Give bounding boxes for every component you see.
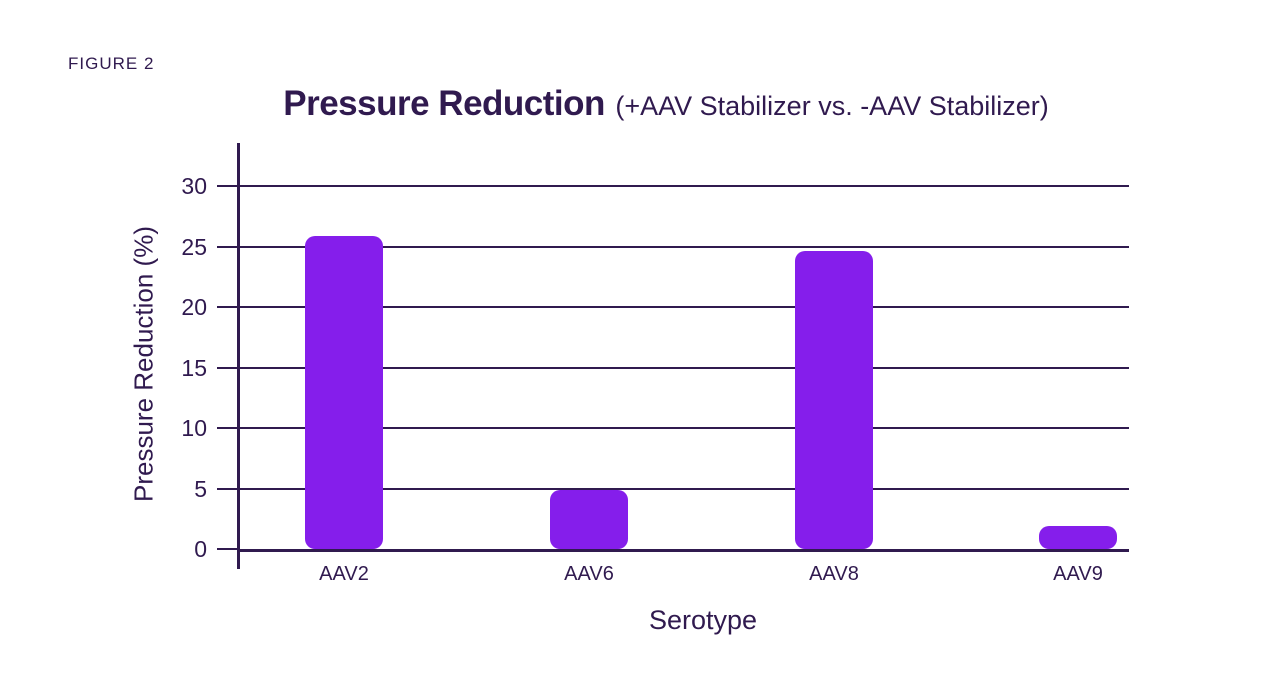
gridline-20: [237, 306, 1129, 308]
chart-title-main: Pressure Reduction: [283, 84, 605, 123]
y-tick-30: [217, 185, 240, 187]
y-tick-label-10: 10: [181, 415, 207, 441]
y-tick-10: [217, 427, 240, 429]
bar-aav8: [795, 251, 873, 549]
x-tick-label-aav6: AAV6: [564, 563, 614, 585]
x-tick-label-aav2: AAV2: [319, 563, 369, 585]
x-axis-title: Serotype: [648, 605, 758, 635]
y-tick-label-20: 20: [181, 294, 207, 320]
figure-label: FIGURE 2: [68, 54, 155, 73]
y-tick-label-30: 30: [181, 173, 207, 199]
y-tick-label-5: 5: [194, 475, 207, 502]
y-tick-label-0: 0: [194, 536, 207, 562]
gridline-15: [237, 366, 1129, 369]
gridline-10: [237, 427, 1129, 429]
gridline-5: [237, 487, 1129, 490]
bar-aav6: [550, 490, 628, 549]
y-tick-label-25: 25: [181, 233, 207, 260]
x-tick-label-aav9: AAV9: [1053, 563, 1103, 585]
plot-area: Serotype 0 5 10 15 20 25 30 AAV2 AAV6 AAV8 AAV9: [181, 143, 1129, 635]
x-axis-line: [237, 549, 1129, 552]
x-tick-label-aav8: AAV8: [809, 563, 859, 585]
bar-aav2: [305, 236, 383, 549]
gridline-25: [237, 245, 1129, 248]
y-tick-15: [217, 366, 240, 369]
y-tick-25: [217, 245, 240, 248]
y-axis-line: [237, 143, 240, 569]
gridline-30: [237, 185, 1129, 187]
y-tick-0: [217, 548, 240, 550]
y-tick-20: [217, 306, 240, 308]
y-tick-5: [217, 487, 240, 490]
chart-title: Pressure Reduction (+AAV Stabilizer vs. …: [26, 84, 1280, 124]
chart-title-subtitle: (+AAV Stabilizer vs. -AAV Stabilizer): [615, 91, 1049, 121]
y-tick-label-15: 15: [181, 354, 207, 381]
bar-aav9: [1039, 526, 1117, 549]
